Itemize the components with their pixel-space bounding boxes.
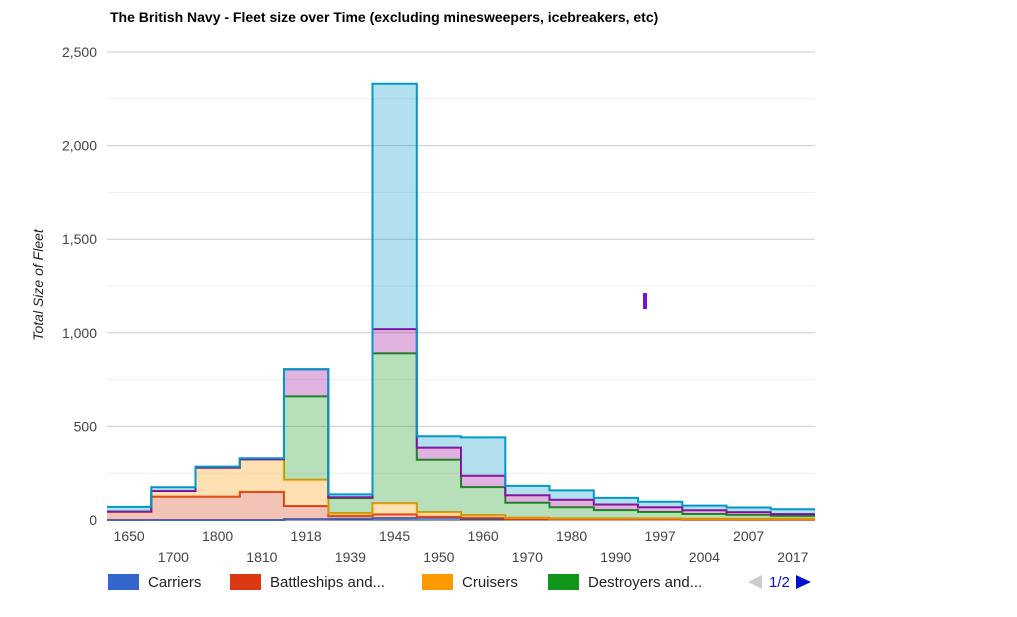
- y-axis: 0 500 1,000 1,500 2,000 2,500: [62, 44, 97, 528]
- x-axis: 1650 1700 1800 1810 1918 1939 1945 1950 1960 1970…: [114, 528, 809, 565]
- cursor-marker: [643, 293, 647, 309]
- gridlines: [107, 51, 815, 521]
- line-series-6: [107, 82, 815, 511]
- legend: Carriers Battleships and... Cruisers Des…: [0, 570, 1017, 596]
- legend-swatch: [548, 574, 579, 590]
- x-tick-label: 1950: [423, 549, 454, 565]
- area-destroyers-and: [107, 353, 815, 519]
- legend-swatch: [230, 574, 261, 590]
- x-tick-label: 1997: [645, 528, 676, 544]
- legend-label: Cruisers: [462, 573, 518, 591]
- x-tick-label: 2007: [733, 528, 764, 544]
- x-tick-label: 1810: [246, 549, 277, 565]
- legend-item-destroyers[interactable]: Destroyers and...: [548, 570, 702, 594]
- x-tick-label: 1970: [512, 549, 543, 565]
- chart-title: The British Navy - Fleet size over Time …: [110, 9, 658, 25]
- legend-label: Destroyers and...: [588, 573, 703, 591]
- x-tick-label: 2017: [777, 549, 808, 565]
- y-tick-label: 2,000: [62, 138, 97, 154]
- x-tick-label: 1980: [556, 528, 587, 544]
- x-tick-label: 1800: [202, 528, 233, 544]
- series-areas: [107, 82, 815, 521]
- y-tick-label: 2,500: [62, 44, 97, 60]
- x-tick-label: 1945: [379, 528, 410, 544]
- legend-swatch: [108, 574, 139, 590]
- legend-item-carriers[interactable]: Carriers: [108, 570, 201, 594]
- x-tick-label: 1939: [335, 549, 366, 565]
- legend-item-battleships[interactable]: Battleships and...: [230, 570, 385, 594]
- y-tick-label: 0: [89, 512, 97, 528]
- y-tick-label: 1,500: [62, 231, 97, 247]
- area-series-6: [107, 83, 815, 515]
- legend-page-indicator: 1/2: [769, 573, 790, 591]
- legend-swatch: [422, 574, 453, 590]
- fleet-chart: The British Navy - Fleet size over Time …: [30, 9, 815, 565]
- x-tick-label: 1990: [600, 549, 631, 565]
- legend-pager: 1/2: [748, 570, 811, 594]
- x-tick-label: 1700: [158, 549, 189, 565]
- previous-page-icon[interactable]: [748, 575, 762, 589]
- x-tick-label: 1650: [114, 528, 145, 544]
- y-tick-label: 1,000: [62, 325, 97, 341]
- y-axis-label: Total Size of Fleet: [30, 228, 46, 341]
- x-tick-label: 2004: [689, 549, 720, 565]
- legend-label: Carriers: [148, 573, 202, 591]
- y-tick-label: 500: [74, 418, 98, 434]
- x-tick-label: 1918: [291, 528, 322, 544]
- x-tick-label: 1960: [468, 528, 499, 544]
- next-page-icon[interactable]: [795, 575, 811, 589]
- legend-label: Battleships and...: [270, 573, 386, 591]
- legend-item-cruisers[interactable]: Cruisers: [422, 570, 518, 594]
